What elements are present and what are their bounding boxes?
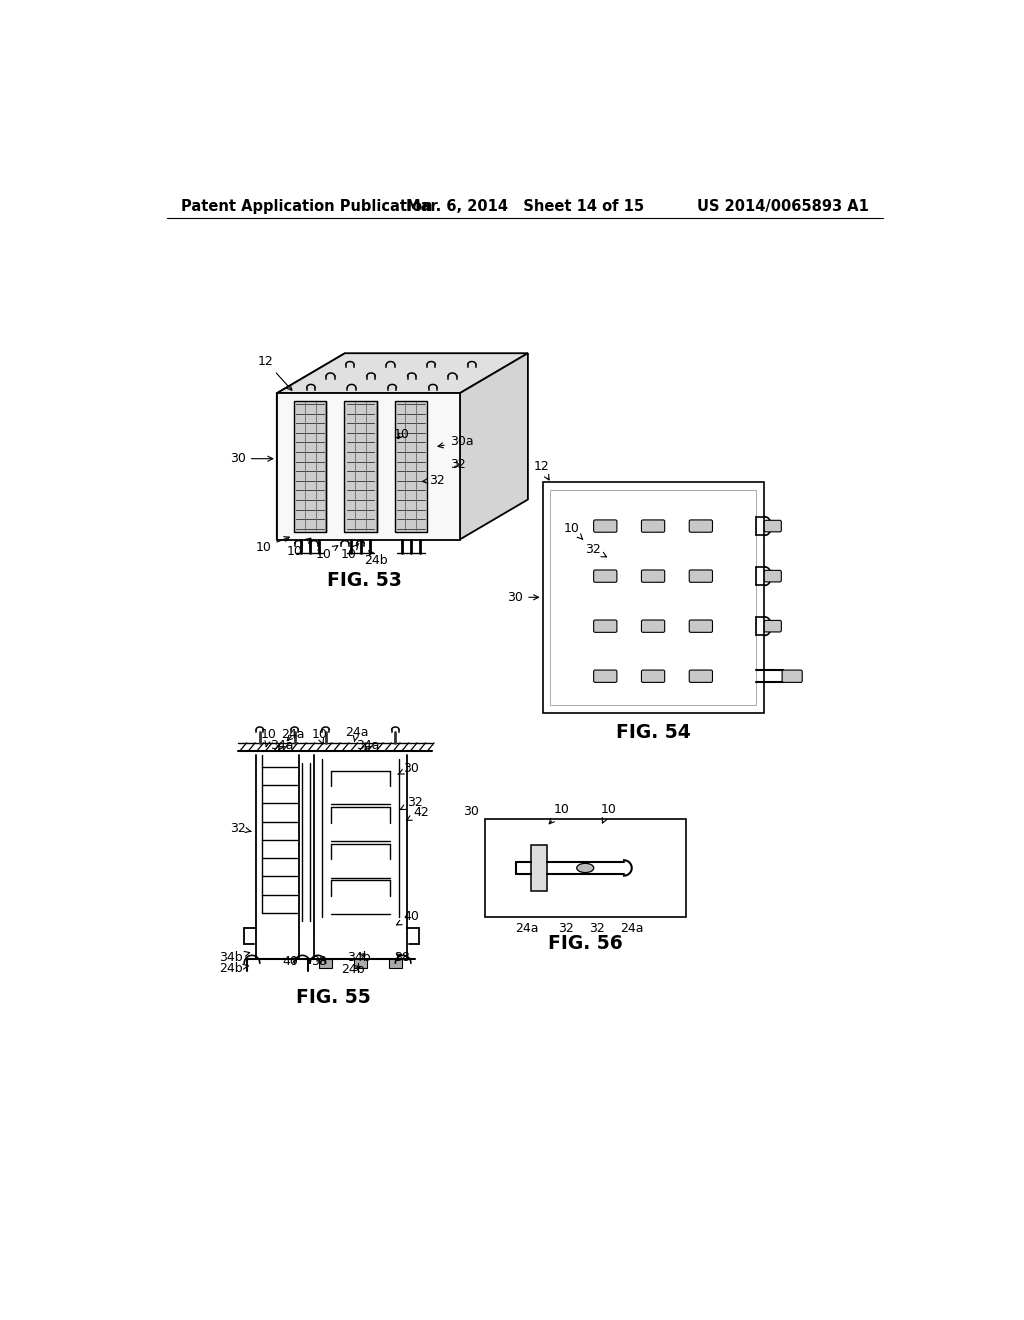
- Text: 10: 10: [311, 727, 328, 744]
- Text: 32: 32: [589, 921, 605, 935]
- Text: US 2014/0065893 A1: US 2014/0065893 A1: [697, 198, 869, 214]
- Text: 40: 40: [396, 911, 419, 925]
- FancyBboxPatch shape: [641, 671, 665, 682]
- Text: FIG. 55: FIG. 55: [296, 989, 371, 1007]
- Text: 34a: 34a: [269, 739, 293, 751]
- FancyBboxPatch shape: [764, 520, 781, 532]
- Text: 32: 32: [450, 458, 465, 471]
- FancyBboxPatch shape: [594, 671, 616, 682]
- FancyBboxPatch shape: [689, 520, 713, 532]
- Text: 10: 10: [393, 428, 410, 441]
- Polygon shape: [550, 490, 756, 705]
- Text: 10: 10: [287, 539, 311, 557]
- Polygon shape: [543, 482, 764, 713]
- Text: 32: 32: [585, 543, 606, 557]
- Polygon shape: [294, 401, 327, 532]
- Text: 24a: 24a: [620, 921, 643, 935]
- FancyBboxPatch shape: [764, 570, 781, 582]
- Text: 24a: 24a: [345, 726, 369, 742]
- Text: 34b: 34b: [219, 952, 250, 964]
- Text: 32: 32: [230, 822, 251, 834]
- Polygon shape: [531, 845, 547, 891]
- Text: 34a: 34a: [356, 739, 380, 751]
- Text: 10: 10: [316, 545, 338, 561]
- Text: 40: 40: [283, 954, 299, 968]
- FancyBboxPatch shape: [594, 620, 616, 632]
- Ellipse shape: [577, 863, 594, 873]
- Text: 10: 10: [600, 804, 616, 824]
- Text: FIG. 54: FIG. 54: [616, 722, 691, 742]
- Text: 32: 32: [558, 921, 573, 935]
- Text: 12: 12: [534, 459, 549, 480]
- Polygon shape: [460, 354, 528, 540]
- Text: 30a: 30a: [438, 436, 473, 449]
- FancyBboxPatch shape: [594, 520, 616, 532]
- Text: Patent Application Publication: Patent Application Publication: [180, 198, 432, 214]
- Polygon shape: [344, 401, 377, 532]
- FancyBboxPatch shape: [641, 620, 665, 632]
- FancyBboxPatch shape: [782, 671, 802, 682]
- Text: 10: 10: [549, 804, 570, 824]
- Text: FIG. 53: FIG. 53: [327, 570, 401, 590]
- Text: 10: 10: [563, 521, 583, 540]
- Text: 24b: 24b: [341, 962, 365, 975]
- Polygon shape: [276, 393, 460, 540]
- Text: 24b: 24b: [365, 550, 388, 566]
- FancyBboxPatch shape: [641, 570, 665, 582]
- FancyBboxPatch shape: [594, 570, 616, 582]
- Text: 30: 30: [397, 762, 419, 775]
- Text: Mar. 6, 2014   Sheet 14 of 15: Mar. 6, 2014 Sheet 14 of 15: [406, 198, 644, 214]
- Polygon shape: [389, 960, 401, 969]
- Text: 32: 32: [423, 474, 444, 487]
- FancyBboxPatch shape: [689, 620, 713, 632]
- Text: FIG. 56: FIG. 56: [548, 935, 623, 953]
- Text: 12: 12: [258, 355, 292, 391]
- Polygon shape: [319, 960, 332, 969]
- Text: 10: 10: [261, 727, 276, 747]
- FancyBboxPatch shape: [689, 671, 713, 682]
- Polygon shape: [276, 354, 345, 540]
- Text: 30: 30: [463, 805, 478, 818]
- Text: 24a: 24a: [515, 921, 539, 935]
- Text: 10: 10: [341, 544, 358, 561]
- Polygon shape: [354, 960, 367, 969]
- FancyBboxPatch shape: [689, 570, 713, 582]
- FancyBboxPatch shape: [764, 620, 781, 632]
- Text: 38: 38: [393, 952, 410, 964]
- Text: 30: 30: [507, 591, 539, 603]
- Polygon shape: [394, 401, 427, 532]
- Text: 10: 10: [256, 537, 290, 554]
- Polygon shape: [484, 818, 686, 917]
- Text: 38: 38: [311, 954, 328, 968]
- Text: 24b: 24b: [219, 962, 249, 975]
- Text: 34b: 34b: [347, 952, 371, 964]
- Text: 32: 32: [400, 796, 423, 809]
- Polygon shape: [276, 354, 528, 393]
- Text: 30: 30: [230, 453, 272, 465]
- FancyBboxPatch shape: [641, 520, 665, 532]
- Text: 42: 42: [407, 807, 429, 820]
- Text: 24a: 24a: [282, 727, 305, 741]
